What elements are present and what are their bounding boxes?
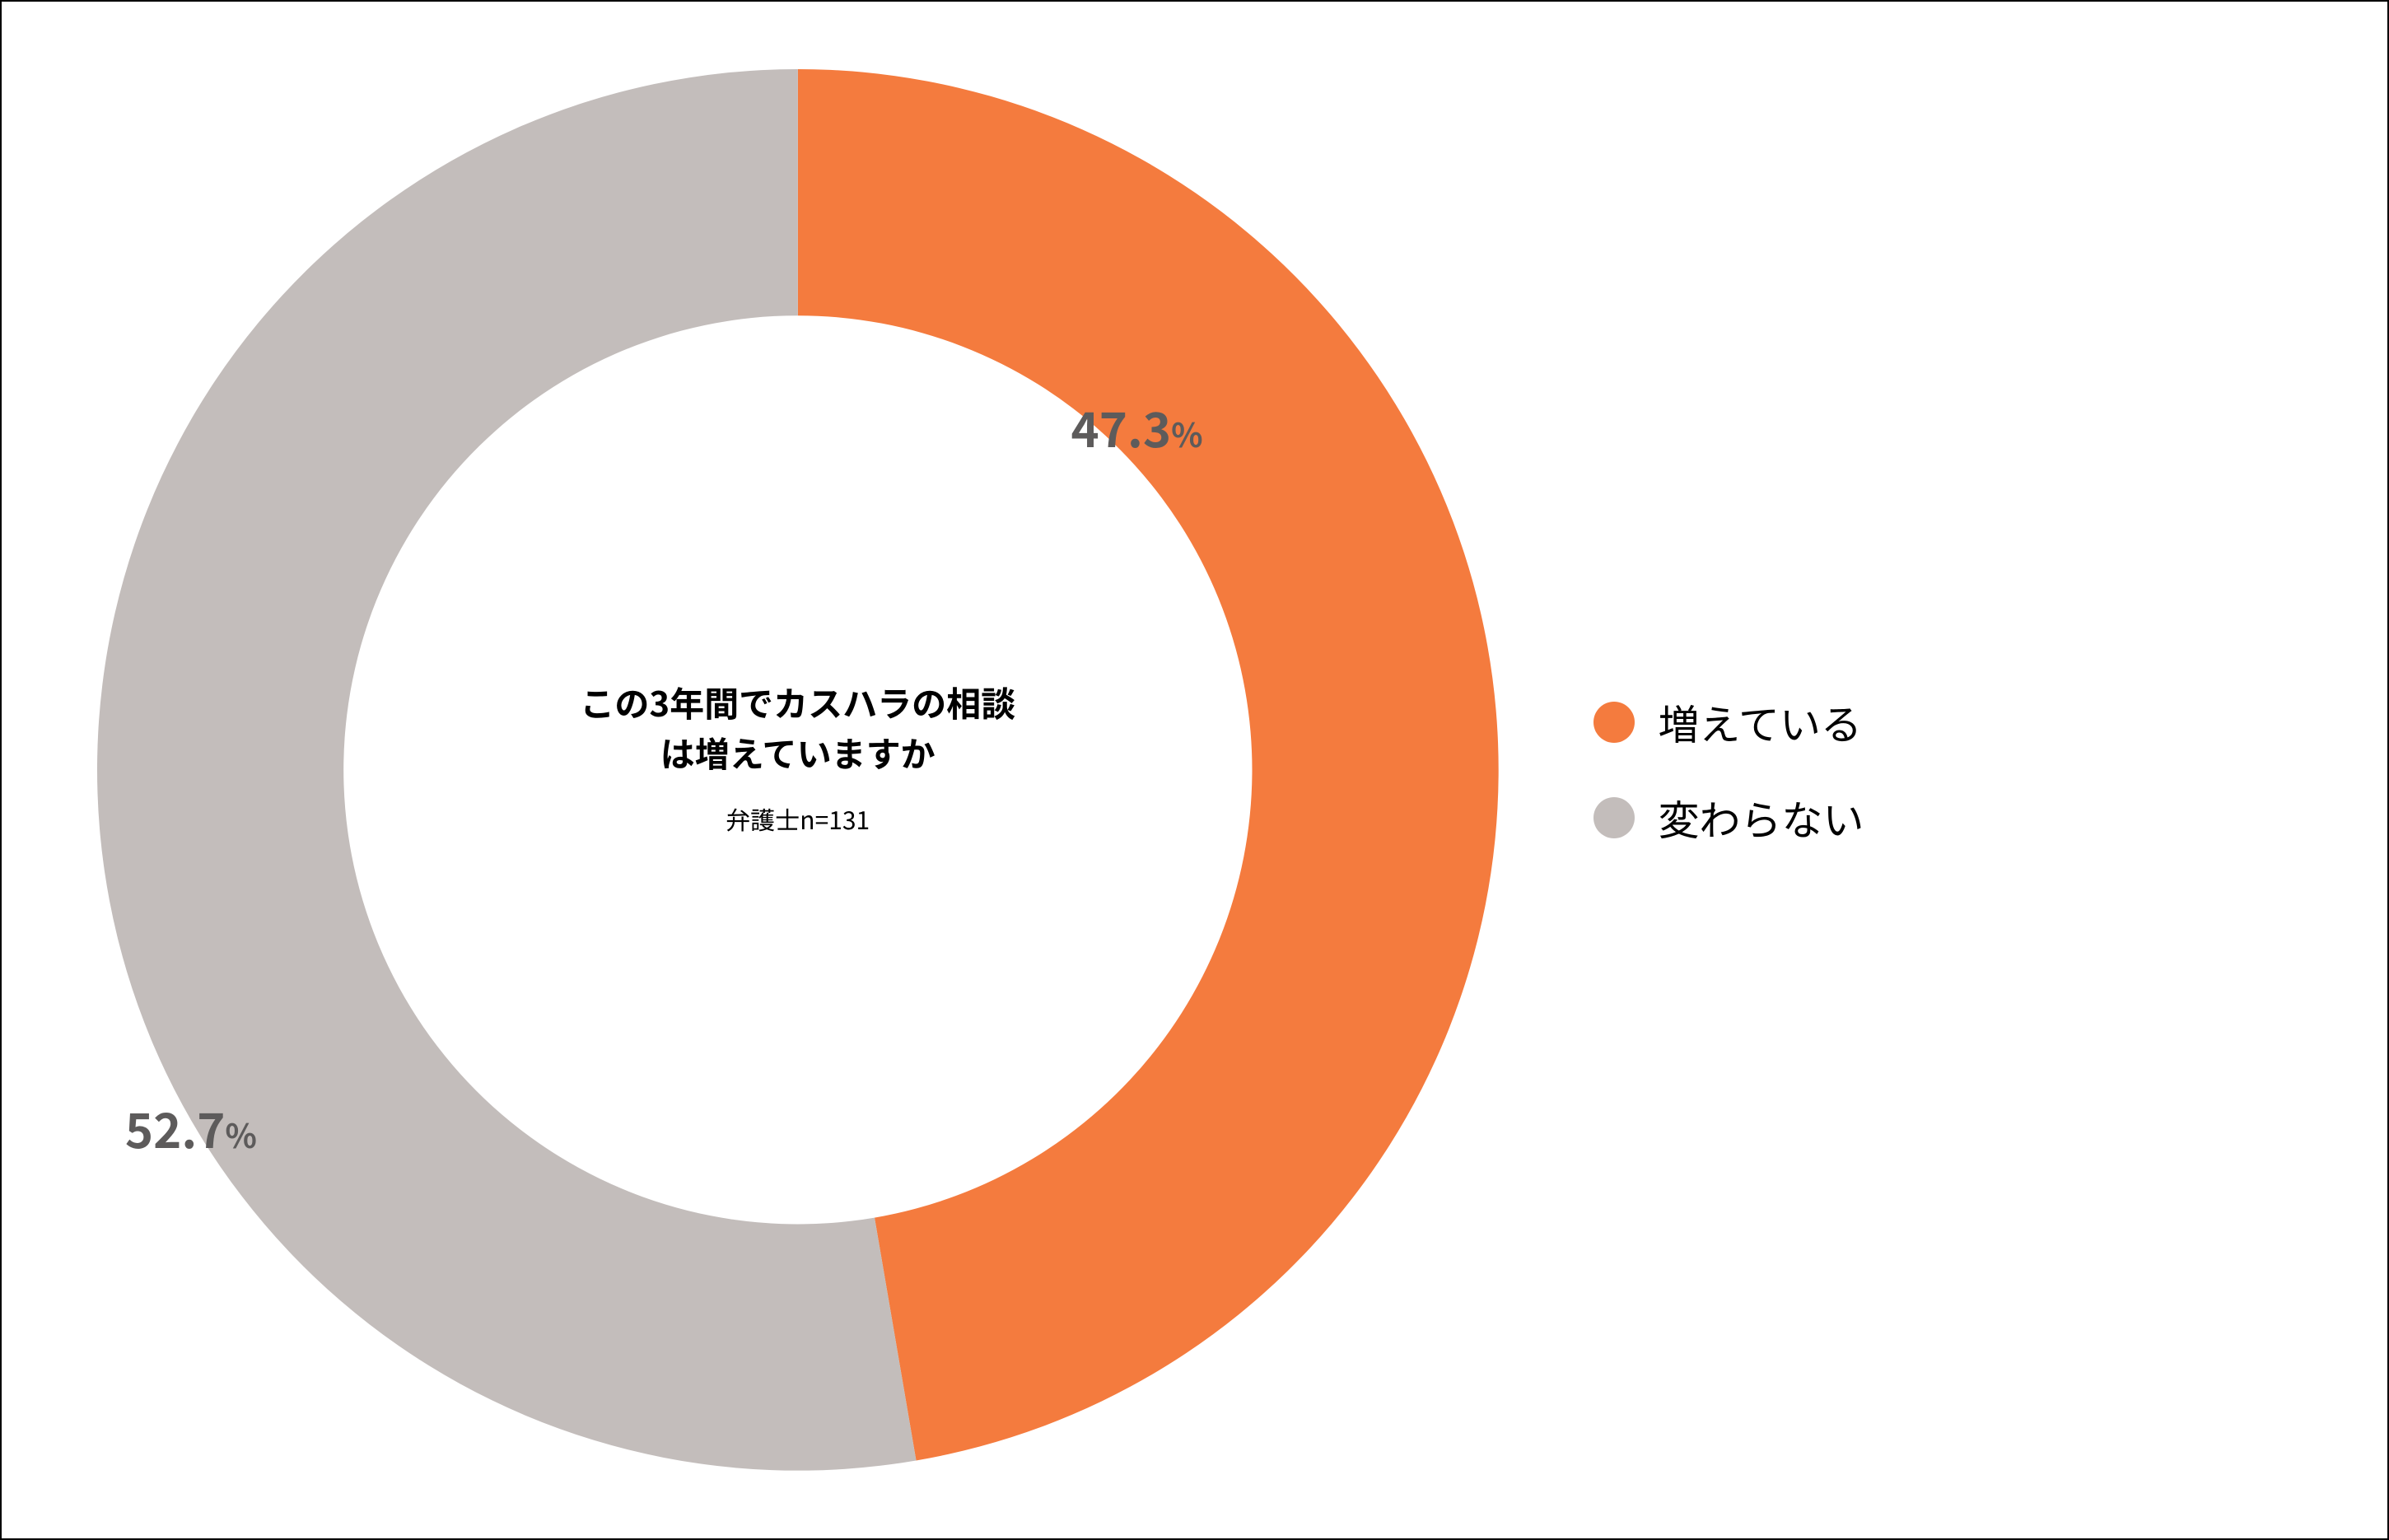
chart-frame: この3年間でカスハラの相談 は増えていますか 弁護士n=131 47.3% 52…	[0, 0, 2389, 1540]
legend: 増えている 変わらない	[1593, 693, 1864, 847]
percent-label-unchanged: 52.7%	[125, 1093, 257, 1162]
legend-label: 増えている	[1658, 693, 1862, 752]
legend-swatch	[1593, 702, 1635, 743]
legend-label: 変わらない	[1658, 788, 1864, 847]
percent-symbol: %	[1171, 409, 1203, 457]
chart-center-subtitle: 弁護士n=131	[377, 800, 1218, 837]
percent-number: 47.3	[1071, 392, 1172, 461]
legend-item-increasing: 増えている	[1593, 693, 1864, 752]
percent-symbol: %	[225, 1110, 257, 1158]
percent-label-increasing: 47.3%	[1071, 392, 1203, 461]
legend-swatch	[1593, 797, 1635, 838]
legend-item-unchanged: 変わらない	[1593, 788, 1864, 847]
donut-chart-area: この3年間でカスハラの相談 は増えていますか 弁護士n=131 47.3% 52…	[97, 69, 1499, 1471]
chart-center-text: この3年間でカスハラの相談 は増えていますか 弁護士n=131	[377, 678, 1218, 837]
chart-center-title: この3年間でカスハラの相談 は増えていますか	[377, 678, 1218, 778]
percent-number: 52.7	[125, 1093, 226, 1162]
